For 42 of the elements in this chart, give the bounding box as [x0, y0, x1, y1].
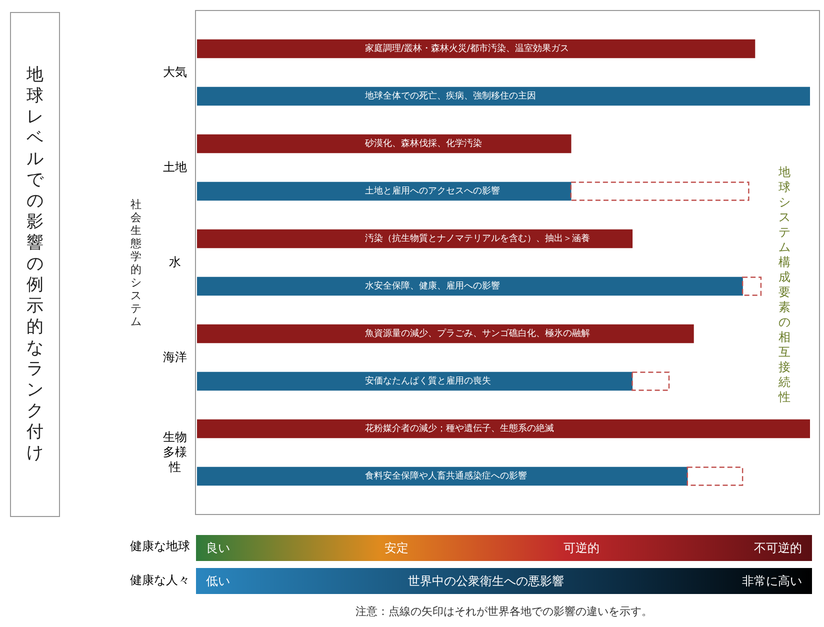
bar	[742, 276, 762, 296]
text: 生物多様性	[162, 430, 188, 475]
text: 海洋	[162, 350, 188, 365]
y-tick-label: 食料安全保障や人畜共通感染症への影響	[365, 470, 527, 482]
bar	[197, 324, 694, 344]
chart-title: 地球レベルでの影響の例示的なランク付け	[26, 65, 44, 463]
y-tick-label: 地球全体での死亡、疾病、強制移住の主因	[364, 90, 536, 102]
bar	[197, 39, 756, 58]
bar	[197, 372, 633, 391]
bar	[197, 419, 810, 438]
y-tick-label: 花粉媒介者の減少；種や遺伝子、生態系の絶滅	[365, 423, 554, 434]
text: 地球システム構成要素の相互接続性	[778, 165, 790, 404]
bar	[632, 372, 670, 391]
text: 大気	[162, 65, 188, 80]
bar	[197, 134, 572, 154]
text: 世界中の公衆衛生への悪影響	[408, 572, 564, 590]
y-tick-label: 家庭調理/叢林・森林火災/都市汚染、温室効果ガス	[365, 43, 570, 54]
y-tick-label: 砂漠化、森林伐採、化学汚染	[364, 138, 482, 150]
text: 不可逆的	[754, 540, 802, 556]
y-tick-label: 魚資源量の減少、プラごみ、サンゴ礁白化、極氷の融解	[365, 328, 590, 340]
bar	[570, 182, 750, 201]
bar	[197, 86, 810, 106]
y-tick-label: 土地と雇用へのアクセスへの影響	[365, 186, 500, 197]
text: 社会生態学的システム	[130, 198, 142, 328]
bar	[197, 466, 688, 486]
bar	[197, 276, 743, 296]
text: 良い	[206, 540, 230, 556]
text: 健康な人々	[129, 572, 190, 589]
y-tick-label: 汚染（抗生物質とナノマテリアルを含む）、抽出＞涵養	[365, 233, 590, 244]
text: 安定	[384, 540, 409, 556]
y-tick-label: 水安全保障、健康、雇用への影響	[365, 280, 500, 292]
text: 健康な地球	[129, 538, 190, 555]
bar	[686, 466, 744, 486]
text: 土地	[162, 160, 188, 175]
text: 低い	[206, 572, 230, 590]
text: 水	[168, 255, 182, 270]
text: 注意：点線の矢印はそれが世界各地での影響の違いを示す。	[354, 604, 654, 619]
y-tick-label: 安価なたんぱく質と雇用の喪失	[365, 376, 491, 387]
bar	[197, 229, 633, 248]
text: 可逆的	[563, 540, 600, 556]
bar	[197, 182, 572, 201]
text: 非常に高い	[742, 572, 802, 590]
